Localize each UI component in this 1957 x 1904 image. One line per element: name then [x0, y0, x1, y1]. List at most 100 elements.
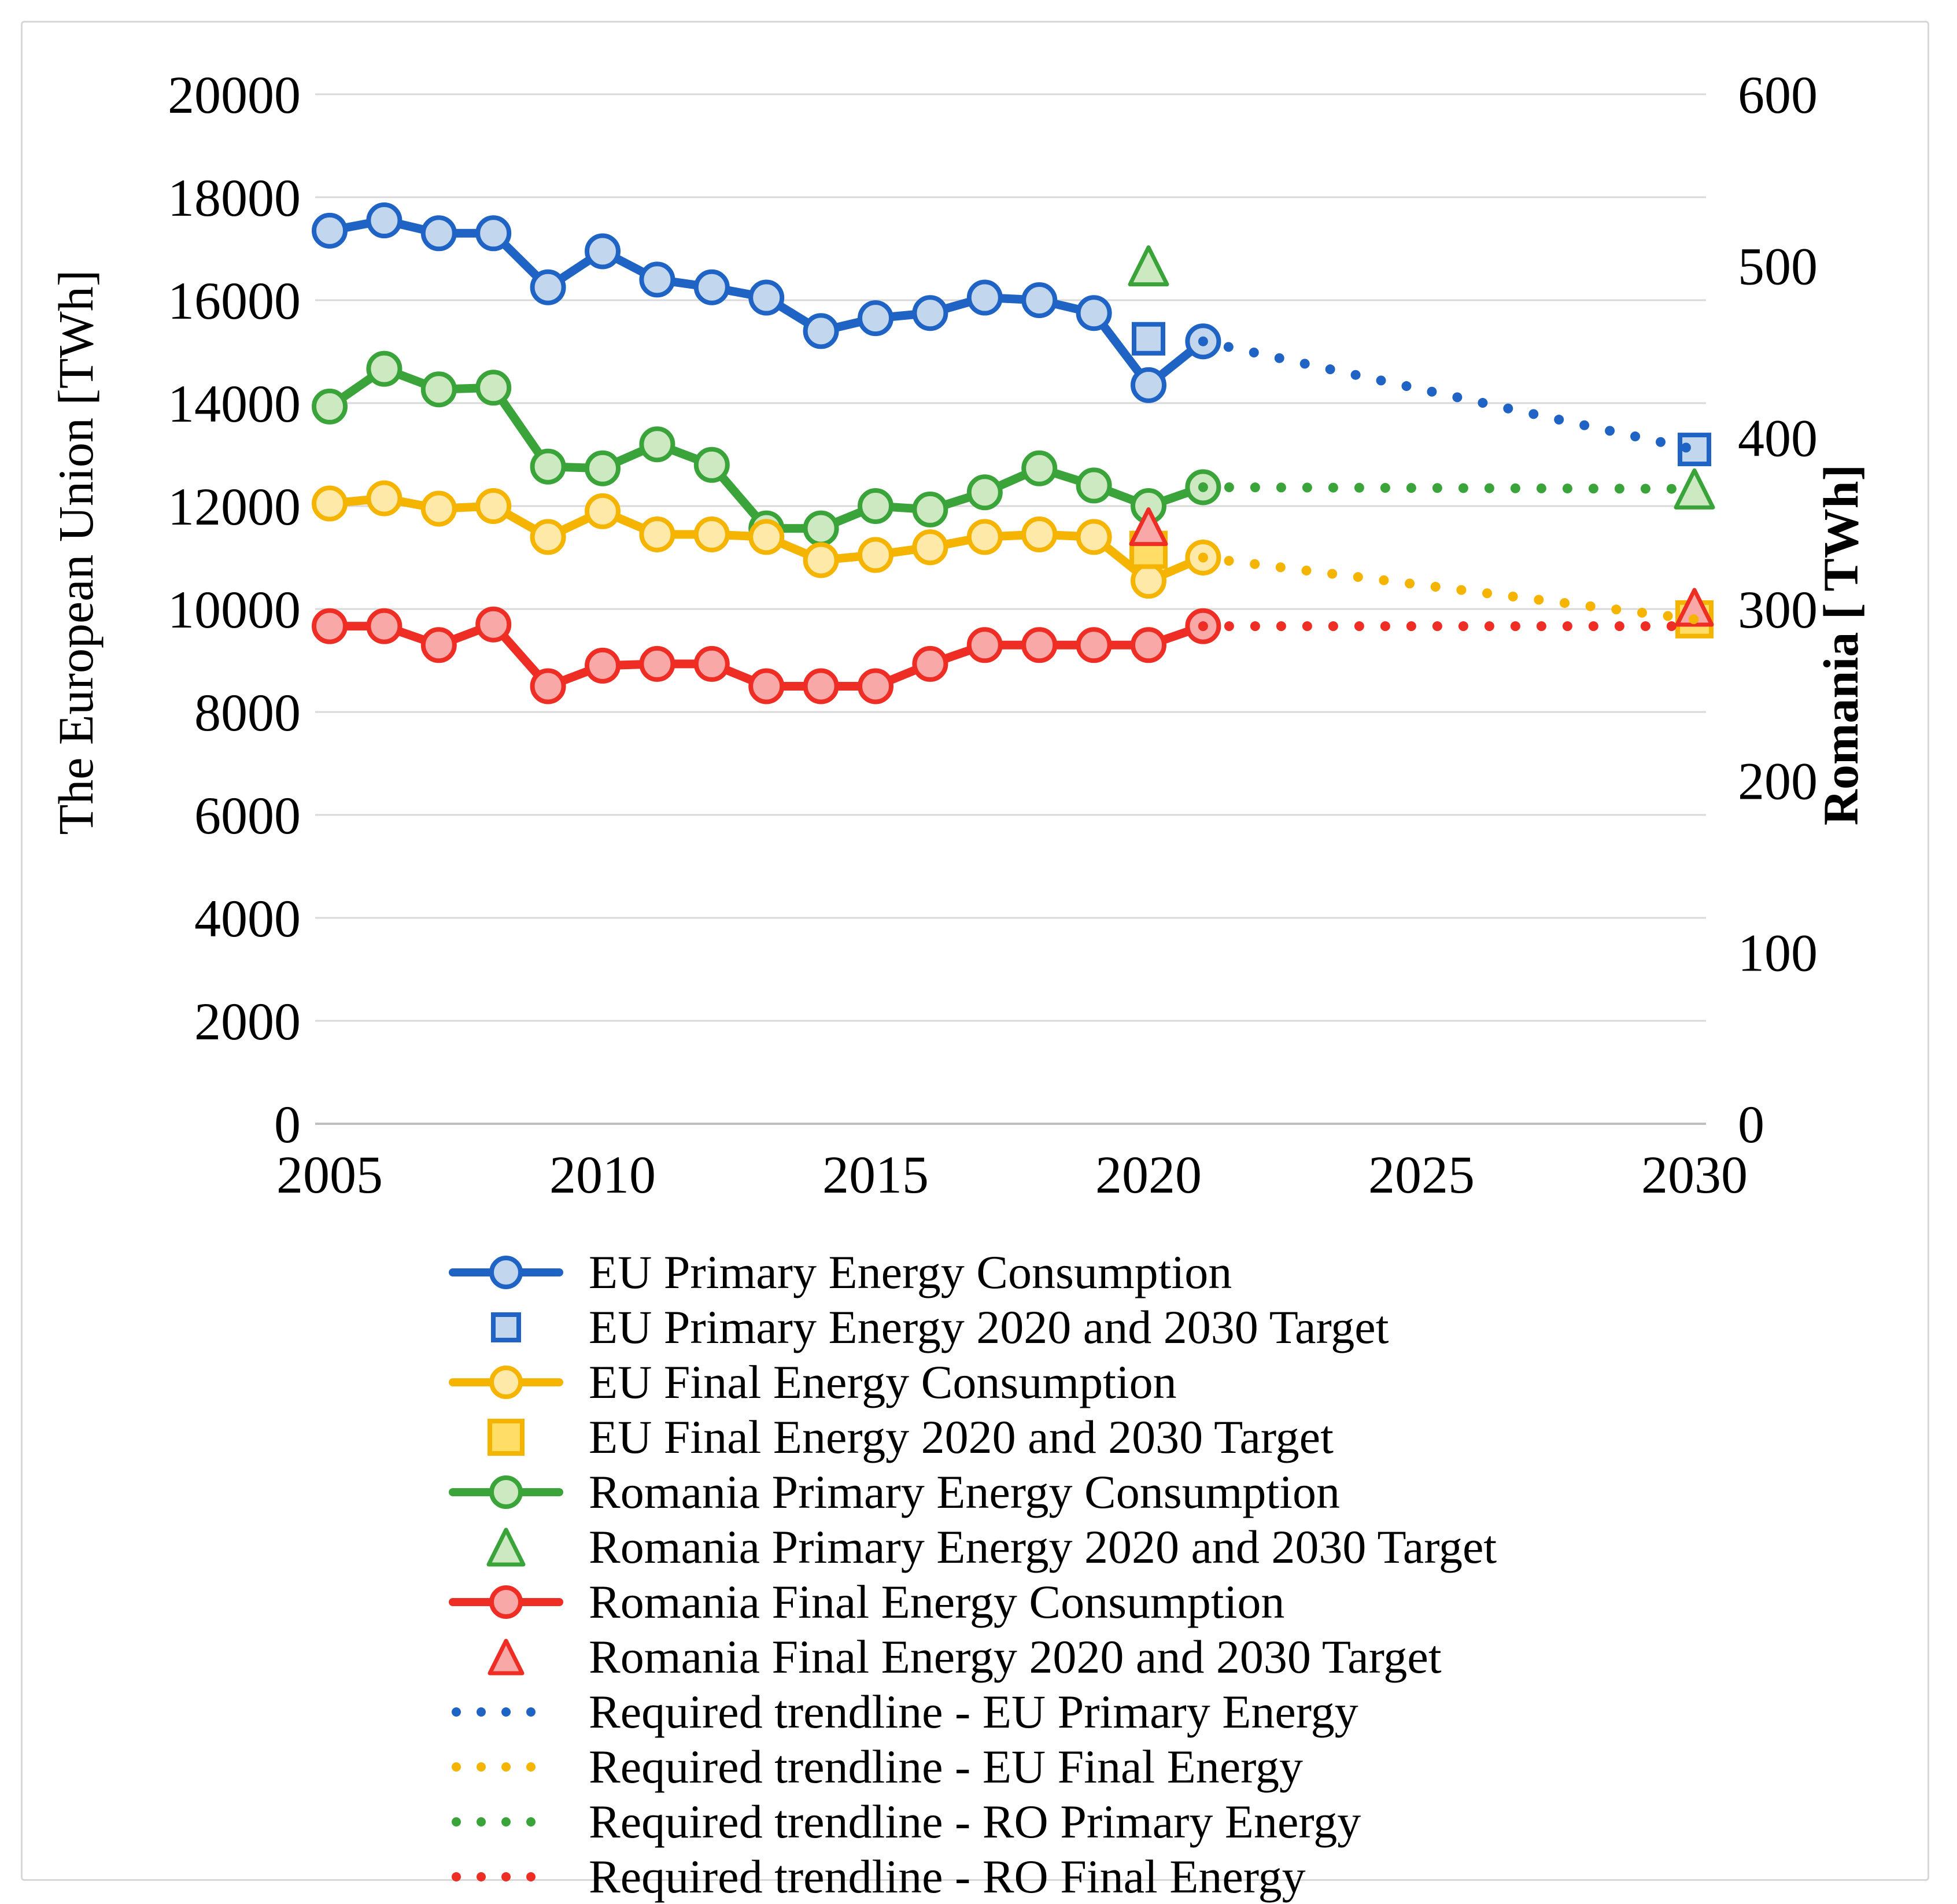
series-eu-primary-energy-consumption [312, 202, 1221, 403]
right-axis-tick-label: 200 [1738, 752, 1818, 811]
legend-item: EU Final Energy Consumption [440, 1355, 1497, 1409]
legend-square [488, 1418, 525, 1456]
data-point-marker [1076, 467, 1112, 504]
legend-circle [489, 1475, 523, 1509]
legend-item-label: EU Final Energy 2020 and 2030 Target [589, 1411, 1334, 1463]
data-point-marker [312, 212, 348, 249]
right-axis-tick-label: 600 [1738, 65, 1818, 124]
triangle-legend-icon [440, 1634, 573, 1680]
targets-eu-primary-energy-2020-and-2030-target [1132, 322, 1711, 467]
targets-romania-final-energy-2020-and-2030-target [1129, 507, 1714, 627]
legend-item-label: Romania Primary Energy Consumption [589, 1466, 1340, 1518]
left-axis-tick-label: 4000 [194, 889, 301, 948]
legend-item: Required trendline - RO Final Energy [440, 1849, 1497, 1904]
legend-item: Romania Final Energy 2020 and 2030 Targe… [440, 1629, 1497, 1684]
square-legend-icon [440, 1305, 573, 1350]
right-axis-tick-label: 300 [1738, 580, 1818, 639]
target-triangle-marker [1129, 507, 1168, 547]
legend-square [491, 1312, 521, 1342]
data-point-marker [966, 627, 1003, 663]
target-markers [1128, 245, 1715, 639]
right-axis-tick-label: 0 [1738, 1095, 1764, 1154]
left-axis-tick-label: 14000 [168, 374, 301, 433]
data-point-marker [693, 516, 730, 552]
left-axis-tick-label: 18000 [168, 168, 301, 227]
left-axis-tick-label: 0 [274, 1095, 301, 1154]
target-square-marker [1132, 322, 1165, 356]
dotted-legend-icon [440, 1799, 573, 1844]
legend-item: Romania Primary Energy 2020 and 2030 Tar… [440, 1519, 1497, 1574]
legend-item: Romania Final Energy Consumption [440, 1574, 1497, 1629]
data-point-marker [858, 488, 893, 524]
data-point-marker [748, 519, 785, 555]
target-triangle-marker [1128, 245, 1169, 287]
data-point-marker [858, 300, 893, 337]
data-point-marker [312, 388, 348, 425]
triangle-legend-icon [440, 1525, 573, 1570]
x-axis-tick-label: 2030 [1641, 1145, 1748, 1204]
x-axis-tick-label: 2020 [1095, 1145, 1202, 1204]
line-circle-legend-icon [440, 1360, 573, 1405]
data-point-marker [366, 350, 403, 387]
gridlines [315, 93, 1706, 1125]
x-axis-tick-label: 2015 [822, 1145, 929, 1204]
data-point-marker [858, 537, 893, 573]
data-point-marker [366, 202, 403, 239]
legend-circle [489, 1255, 523, 1289]
legend-marker-glyph [488, 1418, 525, 1456]
legend-item: EU Primary Energy Consumption [440, 1245, 1497, 1300]
data-point-marker [312, 485, 348, 522]
data-point-marker [1021, 627, 1058, 663]
required-trendlines [1198, 336, 1700, 632]
data-point-marker [530, 269, 566, 305]
legend-circle [489, 1585, 523, 1619]
data-point-marker [1131, 627, 1166, 663]
legend-item: Required trendline - EU Primary Energy [440, 1684, 1497, 1739]
data-point-marker [420, 490, 457, 527]
legend-marker-glyph [449, 1365, 563, 1399]
data-point-marker [585, 647, 621, 684]
legend-triangle [486, 1527, 526, 1566]
left-axis-tick-label: 2000 [194, 992, 301, 1051]
legend-item-label: Required trendline - RO Primary Energy [589, 1795, 1361, 1848]
data-point-marker [639, 426, 675, 463]
data-point-marker [585, 450, 621, 486]
legend-marker-glyph [491, 1312, 521, 1342]
legend-item-label: Romania Final Energy Consumption [589, 1575, 1285, 1628]
data-point-marker [803, 313, 839, 349]
left-axis-tick-label: 10000 [168, 580, 301, 639]
square-legend-icon [440, 1415, 573, 1460]
legend-marker-glyph [452, 1762, 560, 1772]
legend-marker-glyph [488, 1639, 525, 1675]
data-point-marker [585, 233, 621, 270]
data-point-marker [639, 261, 675, 298]
dotted-legend-icon [440, 1854, 573, 1899]
data-point-marker [1076, 295, 1112, 331]
data-series [312, 202, 1221, 704]
target-triangle-marker [1674, 468, 1715, 510]
axis-tick-labels: 0200040006000800010000120001400016000180… [168, 65, 1818, 1204]
x-axis-tick-label: 2025 [1368, 1145, 1475, 1204]
data-point-marker [420, 371, 457, 408]
legend-triangle [488, 1639, 525, 1675]
legend-item-label: Required trendline - EU Final Energy [589, 1740, 1304, 1793]
line-circle-legend-icon [440, 1470, 573, 1515]
legend-marker-glyph [449, 1585, 563, 1619]
legend-item-label: Required trendline - RO Final Energy [589, 1850, 1306, 1903]
legend-item-label: Romania Primary Energy 2020 and 2030 Tar… [589, 1521, 1497, 1573]
data-point-marker [912, 295, 948, 331]
data-point-marker [748, 279, 785, 316]
data-point-marker [1021, 516, 1058, 552]
data-point-marker [366, 480, 403, 516]
chart-legend: EU Primary Energy Consumption EU Primary … [440, 1245, 1497, 1904]
data-point-marker [1131, 367, 1166, 403]
data-point-marker [530, 668, 566, 704]
legend-circle [489, 1365, 523, 1399]
legend-item-label: EU Primary Energy Consumption [589, 1246, 1232, 1298]
data-point-marker [639, 645, 675, 682]
legend-marker-glyph [449, 1255, 563, 1289]
legend-marker-glyph [452, 1872, 560, 1881]
legend-item: Romania Primary Energy Consumption [440, 1464, 1497, 1519]
legend-item: Required trendline - RO Primary Energy [440, 1794, 1497, 1849]
